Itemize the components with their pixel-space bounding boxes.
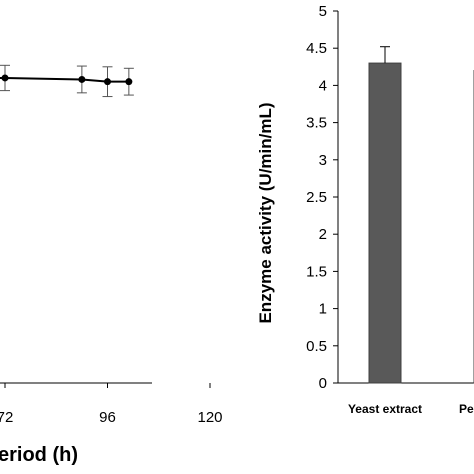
- line-x-tick-label: 96: [99, 409, 116, 426]
- bar-y-tick-label: 1.5: [306, 263, 327, 280]
- bar-y-tick-label: 4.5: [306, 40, 327, 57]
- bar: [368, 62, 402, 384]
- bar-y-tick-label: 1: [319, 301, 327, 318]
- bar-y-tick-label: 3: [319, 152, 327, 169]
- line-point: [78, 75, 86, 83]
- line-chart: 72 96 120 eriod (h): [0, 64, 223, 466]
- bar-y-tick-label: 2: [319, 226, 327, 243]
- line-x-tick-label: 72: [0, 409, 13, 426]
- bar-category-label: Pe: [459, 402, 474, 416]
- bar-y-tick-label: 0: [319, 375, 327, 392]
- bar-y-axis-label: Enzyme activity (U/min/mL): [256, 102, 275, 323]
- bar-y-tick-label: 5: [319, 3, 327, 20]
- line-point: [125, 78, 133, 86]
- bar-category-label: Yeast extract: [348, 402, 422, 416]
- line-x-tick-label: 120: [197, 409, 222, 426]
- bar-y-tick-label: 3.5: [306, 115, 327, 132]
- line-point: [1, 74, 9, 82]
- line-point: [104, 78, 111, 86]
- bar-chart: 0 0.5 1 1.5 2 2.5 3 3.5 4 4.5 5 Yeast extract Pe En…: [256, 3, 474, 416]
- bar-y-tick-label: 4: [319, 77, 327, 94]
- bar-y-tick-label: 2.5: [306, 189, 327, 206]
- bar-y-tick-label: 0.5: [306, 338, 327, 355]
- line-x-axis-label: eriod (h): [0, 444, 78, 466]
